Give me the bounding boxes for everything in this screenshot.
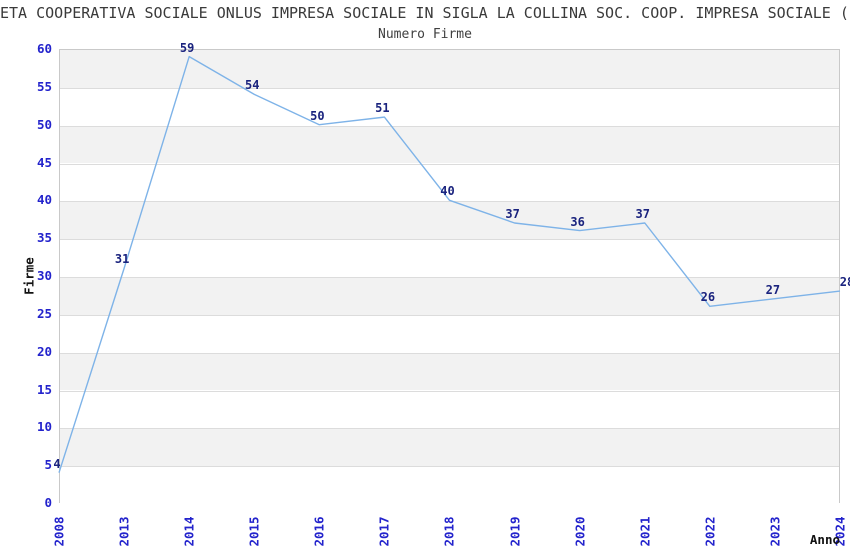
chart-subtitle: Numero Firme bbox=[378, 27, 472, 42]
point-label: 31 bbox=[114, 252, 130, 267]
gridline bbox=[60, 353, 839, 354]
point-label: 40 bbox=[440, 184, 455, 199]
y-tick-label: 35 bbox=[36, 230, 52, 246]
x-axis-title: Anno bbox=[809, 532, 840, 547]
gridline bbox=[60, 391, 839, 392]
point-label: 54 bbox=[245, 78, 260, 93]
point-label: 59 bbox=[179, 40, 195, 55]
plot-band bbox=[60, 125, 839, 164]
plot-area bbox=[59, 49, 840, 504]
y-tick-label: 15 bbox=[36, 381, 52, 397]
x-tick-label: 2014 bbox=[181, 515, 197, 547]
point-label: 36 bbox=[570, 214, 585, 229]
y-tick-label: 45 bbox=[36, 154, 52, 170]
plot-band bbox=[60, 87, 839, 126]
point-label: 28 bbox=[839, 275, 850, 290]
gridline bbox=[60, 428, 839, 429]
point-label: 50 bbox=[310, 108, 325, 123]
x-tick-label: 2015 bbox=[246, 515, 262, 547]
gridline bbox=[60, 126, 839, 127]
gridline bbox=[60, 88, 839, 89]
plot-band bbox=[60, 314, 839, 353]
y-axis-title: Firme bbox=[21, 257, 37, 295]
x-tick-label: 2008 bbox=[51, 515, 67, 547]
x-tick-label: 2018 bbox=[441, 515, 457, 547]
y-tick-label: 0 bbox=[44, 495, 52, 510]
plot-band bbox=[60, 201, 839, 240]
y-tick-label: 25 bbox=[36, 305, 52, 321]
y-tick-label: 20 bbox=[36, 343, 52, 359]
gridline bbox=[60, 201, 839, 202]
x-tick-label: 2013 bbox=[116, 515, 132, 547]
x-tick-label: 2017 bbox=[376, 515, 392, 547]
gridline bbox=[60, 239, 839, 240]
x-tick-label: 2016 bbox=[311, 515, 327, 547]
plot-band bbox=[60, 277, 839, 315]
plot-band bbox=[60, 466, 839, 504]
plot-band bbox=[60, 428, 839, 467]
x-tick-label: 2020 bbox=[572, 515, 588, 547]
plot-band bbox=[60, 352, 839, 391]
plot-band bbox=[60, 239, 839, 277]
y-tick-label: 10 bbox=[36, 419, 52, 435]
gridline bbox=[60, 466, 839, 467]
y-tick-label: 30 bbox=[36, 268, 52, 283]
gridline bbox=[60, 315, 839, 316]
x-tick-label: 2022 bbox=[702, 515, 718, 547]
y-tick-label: 5 bbox=[44, 457, 52, 473]
point-label: 26 bbox=[700, 290, 716, 305]
point-label: 4 bbox=[53, 456, 61, 471]
x-tick-label: 2019 bbox=[507, 515, 523, 547]
x-tick-label: 2023 bbox=[767, 515, 783, 547]
point-label: 27 bbox=[765, 282, 781, 297]
y-tick-label: 55 bbox=[36, 78, 52, 94]
y-tick-label: 60 bbox=[36, 41, 52, 56]
y-tick-label: 50 bbox=[36, 116, 52, 132]
gridline bbox=[60, 164, 839, 165]
plot-band bbox=[60, 390, 839, 429]
point-label: 37 bbox=[635, 207, 650, 222]
chart-title: ETA COOPERATIVA SOCIALE ONLUS IMPRESA SO… bbox=[0, 4, 850, 22]
point-label: 51 bbox=[375, 101, 390, 116]
plot-band bbox=[60, 50, 839, 88]
point-label: 37 bbox=[505, 207, 520, 222]
y-tick-label: 40 bbox=[36, 192, 52, 208]
gridline bbox=[60, 277, 839, 278]
x-tick-label: 2021 bbox=[637, 515, 653, 547]
